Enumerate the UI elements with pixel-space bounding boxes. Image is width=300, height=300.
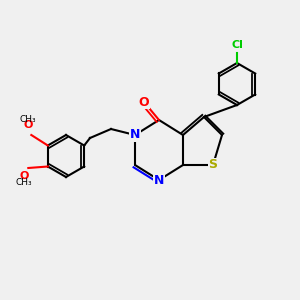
Text: Cl: Cl <box>231 40 243 50</box>
Text: CH₃: CH₃ <box>20 116 36 124</box>
Text: CH₃: CH₃ <box>16 178 32 188</box>
Text: S: S <box>208 158 217 172</box>
Text: O: O <box>19 171 28 181</box>
Text: O: O <box>139 95 149 109</box>
Text: N: N <box>154 173 164 187</box>
Text: O: O <box>23 121 32 130</box>
Text: N: N <box>130 128 140 142</box>
